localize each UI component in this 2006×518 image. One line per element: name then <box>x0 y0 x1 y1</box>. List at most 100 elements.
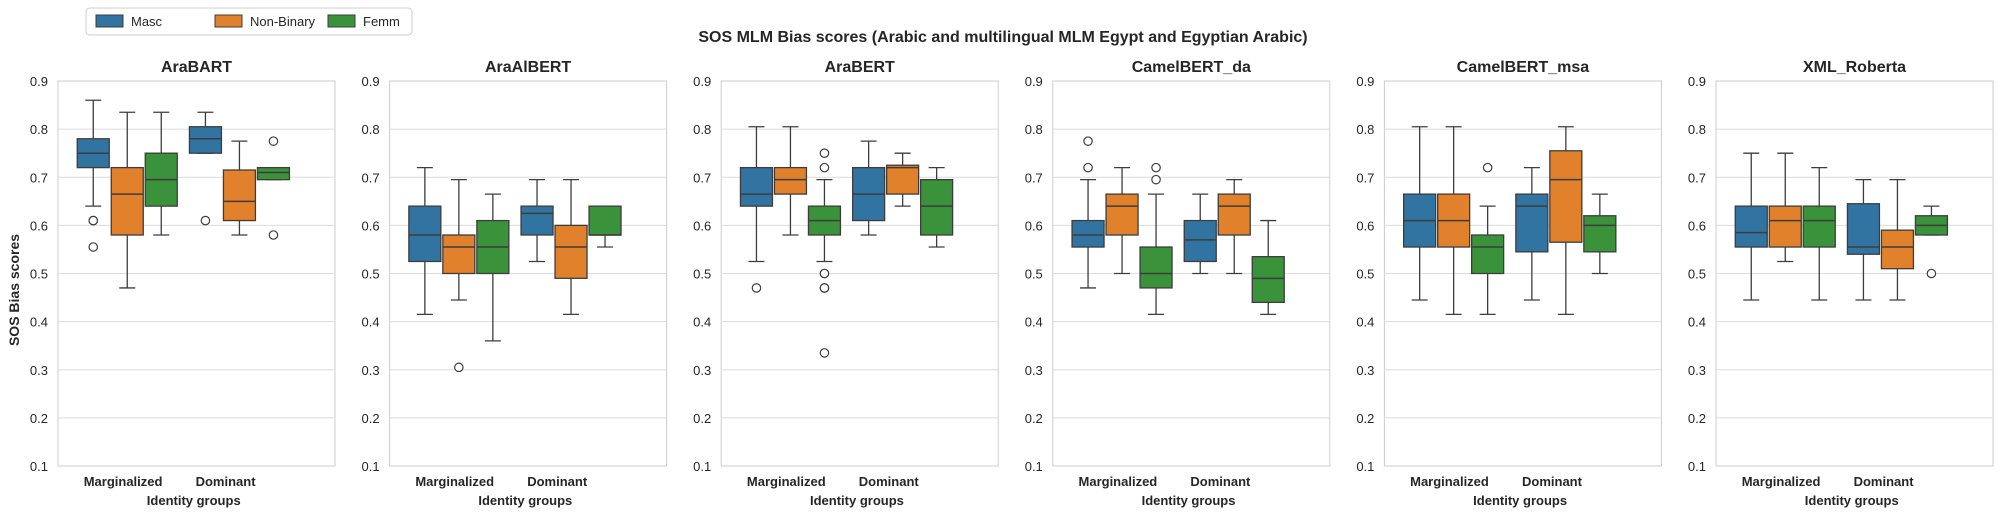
y-tick-label: 0.2 <box>1025 411 1043 426</box>
legend: Masc Non-Binary Femm <box>85 7 413 36</box>
box-iqr <box>1846 203 1881 255</box>
outlier-point <box>819 348 830 358</box>
box-femm-marginalized <box>1802 166 1836 301</box>
y-tick-label: 0.8 <box>1025 122 1043 137</box>
box-masc-marginalized <box>1071 136 1105 289</box>
box-iqr <box>222 169 257 222</box>
x-tick-label: Marginalized <box>1410 474 1489 489</box>
box-femm-marginalized <box>807 148 842 358</box>
box-masc-dominant <box>1515 166 1549 301</box>
box-iqr <box>919 179 954 236</box>
y-tick-label: 0.5 <box>693 267 711 282</box>
outlier-point <box>1151 162 1161 173</box>
panel-3: 0.1 0.2 0.3 0.4 0.5 0.6 0.7 0.8 0.9 CamelBERT_da M… <box>1025 59 1331 508</box>
y-tick-label: 0.5 <box>1356 267 1374 282</box>
box-masc-marginalized <box>1734 152 1768 301</box>
box-masc-marginalized <box>408 166 442 316</box>
y-tick-label: 0.9 <box>30 74 48 89</box>
y-tick-label: 0.3 <box>693 363 711 378</box>
y-tick-label: 0.6 <box>1025 218 1043 233</box>
panel-title: AraBART <box>161 59 232 76</box>
legend-label-1: Non-Binary <box>250 14 316 29</box>
box-iqr <box>1105 193 1139 236</box>
box-iqr <box>442 234 476 275</box>
box-non-binary-marginalized <box>773 126 808 236</box>
box-masc-dominant <box>520 179 554 263</box>
y-tick-label: 0.4 <box>30 315 48 330</box>
x-axis-label: Identity groups <box>1805 493 1899 508</box>
y-tick-label: 0.8 <box>30 122 48 137</box>
y-tick-label: 0.6 <box>30 218 48 233</box>
y-tick-label: 0.2 <box>362 411 380 426</box>
y-tick-label: 0.9 <box>1688 74 1706 89</box>
panels: 0.1 0.2 0.3 0.4 0.5 0.6 0.7 0.8 0.9 AraBART Margin… <box>30 59 1994 508</box>
y-tick-label: 0.7 <box>1025 170 1043 185</box>
y-tick-label: 0.7 <box>30 170 48 185</box>
y-tick-label: 0.1 <box>1356 459 1374 474</box>
panel-title: XML_Roberta <box>1803 59 1906 76</box>
box-non-binary-dominant <box>222 140 257 236</box>
outlier-point <box>819 283 830 293</box>
y-tick-label: 0.9 <box>1025 74 1043 89</box>
box-masc-dominant <box>1183 193 1217 275</box>
box-femm-dominant <box>588 205 622 248</box>
box-femm-marginalized <box>144 111 178 236</box>
box-iqr <box>188 126 223 154</box>
y-tick-label: 0.8 <box>1688 122 1706 137</box>
y-tick-label: 0.5 <box>1025 267 1043 282</box>
panel-title: AraBERT <box>825 59 895 76</box>
y-tick-label: 0.5 <box>362 267 380 282</box>
box-iqr <box>739 166 774 207</box>
y-tick-label: 0.9 <box>362 74 380 89</box>
y-tick-label: 0.3 <box>362 363 380 378</box>
x-tick-label: Dominant <box>527 474 588 489</box>
y-tick-label: 0.7 <box>362 170 380 185</box>
y-tick-label: 0.9 <box>1356 74 1374 89</box>
box-iqr <box>1515 193 1549 253</box>
box-non-binary-marginalized <box>1105 166 1139 275</box>
y-tick-label: 0.8 <box>1356 122 1374 137</box>
x-axis-label: Identity groups <box>147 493 241 508</box>
box-non-binary-marginalized <box>442 179 476 373</box>
x-tick-label: Dominant <box>859 474 920 489</box>
y-tick-label: 0.1 <box>362 459 380 474</box>
box-iqr <box>1071 219 1105 248</box>
box-iqr <box>773 166 808 195</box>
panel-title: AraAlBERT <box>485 59 571 76</box>
outlier-point <box>1926 268 1937 279</box>
box-non-binary-dominant <box>554 179 588 316</box>
box-iqr <box>588 205 622 236</box>
figure-title: SOS MLM Bias scores (Arabic and multilin… <box>698 29 1307 46</box>
box-non-binary-dominant <box>1880 179 1915 301</box>
y-tick-label: 0.4 <box>1688 315 1706 330</box>
outlier-point <box>200 215 211 226</box>
outlier-point <box>1482 162 1493 173</box>
panel-4: 0.1 0.2 0.3 0.4 0.5 0.6 0.7 0.8 0.9 CamelBERT_msa… <box>1356 59 1662 508</box>
outlier-point <box>751 283 762 293</box>
panel-title: CamelBERT_da <box>1132 59 1251 76</box>
box-masc-marginalized <box>739 126 774 293</box>
x-tick-label: Dominant <box>1190 474 1251 489</box>
x-axis-label: Identity groups <box>478 493 572 508</box>
box-masc-dominant <box>1846 179 1881 301</box>
y-tick-label: 0.2 <box>693 411 711 426</box>
y-tick-label: 0.8 <box>362 122 380 137</box>
box-iqr <box>1802 205 1836 248</box>
y-tick-label: 0.6 <box>693 218 711 233</box>
y-tick-label: 0.4 <box>1025 315 1043 330</box>
box-iqr <box>110 166 144 236</box>
box-non-binary-marginalized <box>110 111 144 289</box>
box-iqr <box>554 224 588 279</box>
y-tick-label: 0.4 <box>693 315 711 330</box>
y-tick-label: 0.1 <box>1025 459 1043 474</box>
box-non-binary-dominant <box>885 152 920 207</box>
x-axis-label: Identity groups <box>1142 493 1236 508</box>
outlier-point <box>1083 136 1093 146</box>
y-tick-label: 0.1 <box>693 459 711 474</box>
y-tick-label: 0.6 <box>1356 218 1374 233</box>
box-iqr <box>1183 219 1217 263</box>
box-iqr <box>1880 229 1915 270</box>
box-iqr <box>408 205 442 263</box>
box-iqr <box>885 164 920 195</box>
